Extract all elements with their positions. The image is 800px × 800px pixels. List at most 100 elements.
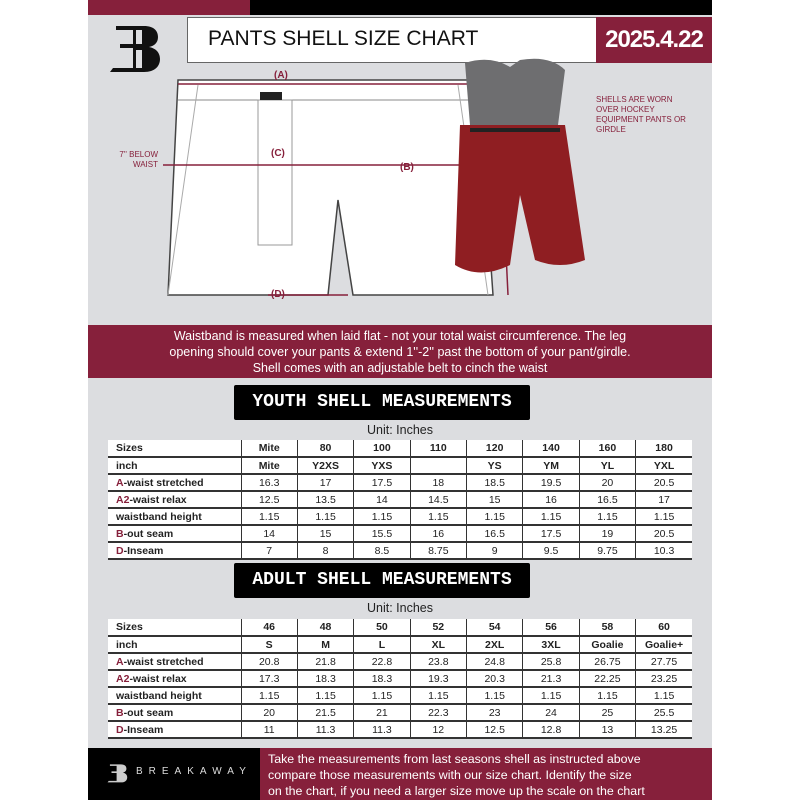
table-cell: 1.15	[297, 508, 355, 526]
table-cell: 50	[353, 619, 411, 637]
table-cell: 1.15	[635, 687, 692, 705]
youth-section-title: YOUTH SHELL MEASUREMENTS	[234, 385, 530, 420]
table-cell: 1.15	[353, 508, 411, 526]
measure-label: inch	[116, 459, 138, 472]
table-cell: 1.15	[635, 508, 692, 526]
table-cell: 16	[522, 491, 580, 509]
table-cell: 1.15	[579, 687, 637, 705]
table-cell: 27.75	[635, 653, 692, 671]
table-cell: 16.5	[579, 491, 637, 509]
table-cell: 19	[579, 525, 637, 543]
table-cell: Mite	[241, 440, 298, 458]
table-cell: 20	[241, 704, 298, 722]
table-cell: 20.3	[466, 670, 524, 688]
measure-label: waistband height	[116, 689, 202, 702]
table-cell: 3XL	[522, 636, 580, 654]
table-cell: 1.15	[522, 687, 580, 705]
table-cell: 110	[410, 440, 468, 458]
row-label: B-out seam	[108, 704, 242, 722]
instruction-line: Shell comes with an adjustable belt to c…	[252, 361, 548, 375]
table-cell: 14	[353, 491, 411, 509]
table-cell: 17.5	[522, 525, 580, 543]
waist-note: 7'' BELOW WAIST	[119, 150, 158, 169]
table-row: A-waist stretched 16.3 17 17.5 18 18.5 19.5 20 2…	[108, 474, 692, 492]
table-cell: XL	[410, 636, 468, 654]
table-row: waistband height 1.15 1.15 1.15 1.15 1.15 1.15…	[108, 508, 692, 526]
table-cell: 23.25	[635, 670, 692, 688]
table-cell: 13	[579, 721, 637, 739]
top-bar-accent	[88, 0, 250, 15]
size-chart-card: PANTS SHELL SIZE CHART 2025.4.22 (A) (B)…	[88, 0, 712, 800]
instruction-line: opening should cover your pants & extend…	[169, 345, 631, 359]
table-cell: YXL	[635, 457, 692, 475]
table-cell: 12.8	[522, 721, 580, 739]
table-cell: 21	[353, 704, 411, 722]
table-cell: 1.15	[522, 508, 580, 526]
table-cell: YL	[579, 457, 637, 475]
youth-size-table: Sizes Mite 80 100 110 120 140 160 180 inch Mite Y2X…	[108, 440, 692, 560]
table-cell: 60	[635, 619, 692, 637]
table-row: A2-waist relax 17.3 18.3 18.3 19.3 20.3 21.3 22…	[108, 670, 692, 688]
row-label: A2-waist relax	[108, 670, 242, 688]
table-cell: 8.75	[410, 542, 468, 560]
measure-code: B	[116, 706, 124, 719]
table-cell: 22.8	[353, 653, 411, 671]
table-cell: 1.15	[466, 687, 524, 705]
table-cell: 1.15	[410, 687, 468, 705]
footer-line: Take the measurements from last seasons …	[268, 752, 641, 766]
table-cell: 12.5	[466, 721, 524, 739]
table-cell: 25	[579, 704, 637, 722]
measure-code: A	[116, 655, 124, 668]
table-cell: 24	[522, 704, 580, 722]
date-badge: 2025.4.22	[596, 17, 712, 63]
table-cell: 15	[297, 525, 355, 543]
table-row: B-out seam 14 15 15.5 16 16.5 17.5 19 20.5	[108, 525, 692, 543]
row-label: A-waist stretched	[108, 474, 242, 492]
row-label: inch	[108, 636, 242, 654]
measure-label: -Inseam	[123, 723, 164, 736]
measure-label: -waist relax	[129, 672, 187, 685]
table-cell: 1.15	[353, 687, 411, 705]
adult-section-title: ADULT SHELL MEASUREMENTS	[234, 563, 530, 598]
row-label: D-Inseam	[108, 542, 242, 560]
table-cell: 52	[410, 619, 468, 637]
table-cell: 11.3	[353, 721, 411, 739]
table-cell: 21.3	[522, 670, 580, 688]
table-cell: 8	[297, 542, 355, 560]
label-b: (B)	[400, 162, 414, 173]
table-cell: L	[353, 636, 411, 654]
row-label: A2-waist relax	[108, 491, 242, 509]
measure-label: Sizes	[116, 442, 143, 454]
measure-label: -waist relax	[129, 493, 187, 506]
table-cell: 21.5	[297, 704, 355, 722]
measure-label: Sizes	[116, 621, 143, 633]
adult-unit: Unit: Inches	[366, 601, 433, 615]
label-a: (A)	[274, 70, 288, 81]
table-cell: 20.8	[241, 653, 298, 671]
table-cell: 2XL	[466, 636, 524, 654]
table-row: B-out seam 20 21.5 21 22.3 23 24 25 25.5	[108, 704, 692, 722]
measure-label: waistband height	[116, 510, 202, 523]
label-c: (C)	[271, 148, 285, 159]
table-cell: 13.5	[297, 491, 355, 509]
table-row: inch S M L XL 2XL 3XL Goalie Goalie+	[108, 636, 692, 654]
table-cell: 20.5	[635, 525, 692, 543]
shorts-diagram	[163, 79, 509, 296]
row-label: D-Inseam	[108, 721, 242, 739]
table-cell: 56	[522, 619, 580, 637]
table-cell: Y2XS	[297, 457, 355, 475]
table-cell: 18.3	[353, 670, 411, 688]
table-cell: 20	[579, 474, 637, 492]
table-cell: 120	[466, 440, 524, 458]
table-cell: 8.5	[353, 542, 411, 560]
table-cell: 11	[241, 721, 298, 739]
table-row: A2-waist relax 12.5 13.5 14 14.5 15 16 16.5 17	[108, 491, 692, 509]
measure-label: -Inseam	[123, 544, 164, 557]
table-cell: 16.3	[241, 474, 298, 492]
table-cell: 14	[241, 525, 298, 543]
table-cell: 17.3	[241, 670, 298, 688]
adult-size-table: Sizes 46 48 50 52 54 56 58 60 inch S M L XL 2XL 3XL Goal…	[108, 619, 692, 739]
table-cell: 26.75	[579, 653, 637, 671]
table-row: Sizes Mite 80 100 110 120 140 160 180	[108, 440, 692, 458]
table-cell: 48	[297, 619, 355, 637]
